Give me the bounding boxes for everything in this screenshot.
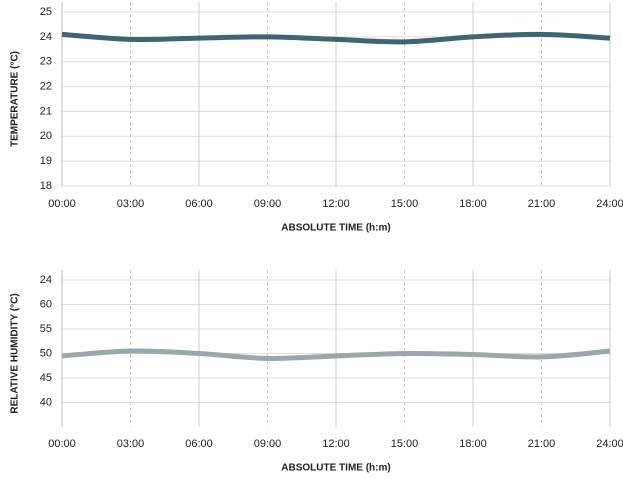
x-tick-label: 18:00 — [459, 198, 487, 210]
y-tick-label: 60 — [40, 298, 52, 310]
x-tick-label: 03:00 — [117, 438, 145, 450]
y-tick-label: 45 — [40, 372, 52, 384]
x-tick-label: 12:00 — [322, 438, 350, 450]
y-axis-title: TEMPERATURE (°C) — [10, 51, 21, 147]
y-tick-label: 55 — [40, 323, 52, 335]
x-tick-label: 24:00 — [596, 438, 623, 450]
y-tick-label: 50 — [40, 347, 52, 359]
y-tick-label: 21 — [40, 105, 52, 117]
y-tick-label: 23 — [40, 56, 52, 68]
x-tick-label: 15:00 — [391, 198, 419, 210]
x-tick-label: 18:00 — [459, 438, 487, 450]
y-tick-label: 40 — [40, 396, 52, 408]
x-axis-title: ABSOLUTE TIME (h:m) — [281, 223, 390, 234]
x-tick-label: 12:00 — [322, 198, 350, 210]
x-tick-label: 09:00 — [254, 438, 282, 450]
x-tick-label: 00:00 — [48, 438, 76, 450]
x-axis-title: ABSOLUTE TIME (h:m) — [281, 463, 390, 474]
y-tick-label: 18 — [40, 180, 52, 192]
y-tick-label: 25 — [40, 6, 52, 18]
y-tick-label: 22 — [40, 80, 52, 92]
x-tick-label: 00:00 — [48, 198, 76, 210]
x-tick-label: 06:00 — [185, 438, 213, 450]
x-tick-label: 06:00 — [185, 198, 213, 210]
x-tick-label: 03:00 — [117, 198, 145, 210]
data-line — [61, 348, 611, 361]
x-tick-label: 21:00 — [528, 198, 556, 210]
y-tick-label: 24 — [40, 274, 52, 286]
data-line — [61, 31, 611, 45]
y-tick-label: 24 — [40, 31, 52, 43]
x-tick-label: 21:00 — [528, 438, 556, 450]
x-tick-label: 15:00 — [391, 438, 419, 450]
x-tick-label: 09:00 — [254, 198, 282, 210]
x-tick-label: 24:00 — [596, 198, 623, 210]
y-axis-title: RELATIVE HUMIDITY (°C) — [10, 293, 21, 413]
y-tick-label: 20 — [40, 130, 52, 142]
y-tick-label: 19 — [40, 155, 52, 167]
